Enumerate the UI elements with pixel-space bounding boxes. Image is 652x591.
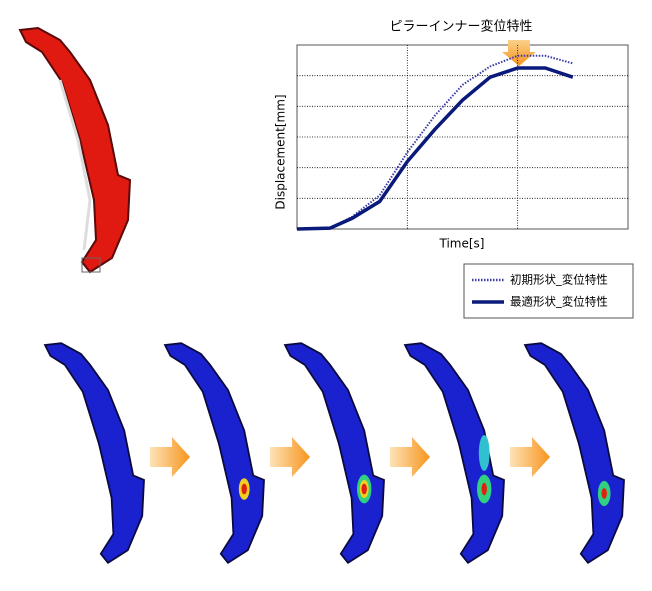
series-line xyxy=(296,54,574,230)
pillar-steps xyxy=(44,342,625,564)
peak-arrow xyxy=(502,40,536,66)
step-arrows xyxy=(150,437,550,477)
x-axis-label: Time[s] xyxy=(439,237,485,251)
legend-label: 初期形状_変位特性 xyxy=(510,273,608,287)
chart-title: ピラーインナー変位特性 xyxy=(389,19,532,35)
y-axis-label: Displacement[mm] xyxy=(274,94,288,209)
series-line xyxy=(296,66,574,231)
legend-box xyxy=(463,263,634,319)
legend-label: 最適形状_変位特性 xyxy=(510,295,608,309)
pillar-initial xyxy=(19,27,131,273)
